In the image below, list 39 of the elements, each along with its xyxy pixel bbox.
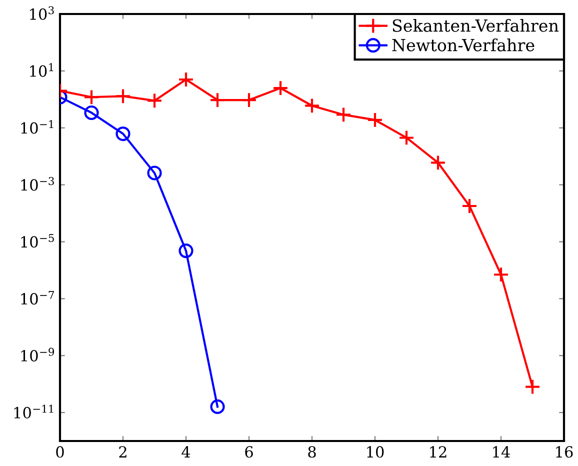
point [178, 244, 194, 258]
x-tick-label: 8 [308, 446, 316, 458]
point [430, 154, 446, 171]
x-tick-label: 12 [430, 446, 446, 458]
y-tick-label: 10$^{−3}$ [21, 177, 54, 191]
point [210, 92, 226, 108]
point [210, 399, 225, 414]
point [272, 80, 288, 96]
y-tick-label: 10$^{1}$ [30, 63, 54, 77]
x-tick-label: 0 [56, 446, 64, 458]
point [398, 130, 414, 146]
point [146, 92, 162, 109]
x-tick-label: 16 [556, 446, 573, 458]
point [115, 88, 131, 104]
legend-label: Sekanten-Verfahren [392, 19, 559, 32]
point [241, 92, 257, 108]
point [116, 126, 130, 142]
x-tick-label: 6 [245, 446, 253, 458]
y-tick-label: 10$^{3}$ [30, 6, 54, 20]
point [147, 166, 162, 180]
y-tick-label: 10$^{−1}$ [21, 120, 54, 134]
y-tick-label: 10$^{−9}$ [21, 348, 54, 362]
point [493, 266, 509, 283]
point [84, 105, 99, 120]
point [367, 112, 383, 128]
point [462, 198, 478, 214]
x-tick-label: 14 [493, 446, 510, 458]
point [304, 98, 320, 114]
legend-label: Newton-Verfahre [392, 38, 534, 52]
y-tick-label: 10$^{−11}$ [14, 404, 54, 418]
y-tick-label: 10$^{−7}$ [21, 291, 54, 305]
x-tick-label: 4 [182, 446, 190, 458]
y-tick-label: 10$^{−5}$ [21, 234, 54, 248]
point [524, 378, 540, 395]
point [84, 89, 100, 106]
point [336, 106, 352, 123]
point [178, 72, 194, 88]
x-tick-label: 10 [367, 446, 384, 458]
x-tick-label: 2 [119, 446, 126, 458]
